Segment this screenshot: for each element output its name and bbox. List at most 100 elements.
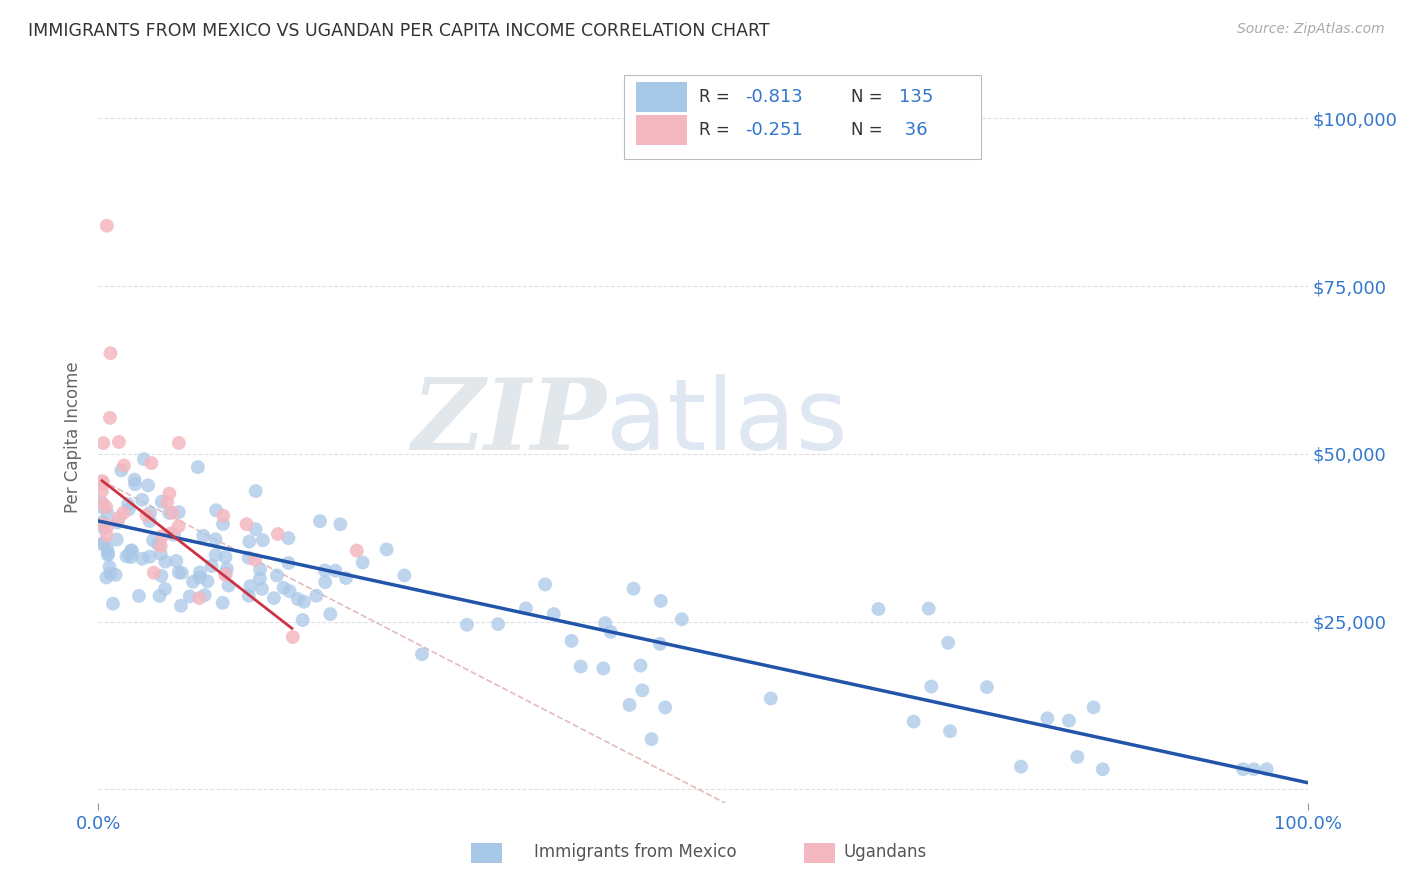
Point — [142, 533, 165, 548]
Point — [918, 601, 941, 615]
Point — [352, 556, 374, 570]
Point — [157, 506, 180, 520]
Point — [329, 517, 352, 532]
Point — [631, 683, 654, 698]
Point — [249, 572, 271, 586]
Point — [309, 514, 332, 528]
Point — [245, 522, 267, 536]
Point — [120, 550, 142, 565]
Point — [314, 563, 336, 577]
Point — [238, 534, 260, 549]
Point — [167, 566, 190, 580]
Point — [214, 550, 236, 565]
Point — [148, 589, 170, 603]
Point — [250, 582, 273, 596]
Point — [936, 636, 959, 650]
Point — [135, 508, 157, 523]
Point — [142, 566, 165, 580]
Point — [1083, 700, 1105, 714]
Point — [593, 616, 616, 631]
Point — [105, 533, 128, 547]
Text: Source: ZipAtlas.com: Source: ZipAtlas.com — [1237, 22, 1385, 37]
Point — [215, 562, 238, 576]
Point — [100, 566, 122, 581]
Point — [101, 597, 124, 611]
Point — [115, 549, 138, 564]
Point — [252, 533, 274, 548]
Point — [194, 588, 217, 602]
Point — [91, 436, 114, 450]
Point — [91, 483, 114, 498]
Text: IMMIGRANTS FROM MEXICO VS UGANDAN PER CAPITA INCOME CORRELATION CHART: IMMIGRANTS FROM MEXICO VS UGANDAN PER CA… — [28, 22, 769, 40]
Point — [120, 543, 142, 558]
Point — [619, 698, 641, 712]
Point — [167, 505, 190, 519]
Point — [319, 607, 342, 621]
Point — [277, 556, 299, 570]
Point — [160, 526, 183, 541]
Point — [187, 460, 209, 475]
Point — [1232, 762, 1254, 776]
Point — [91, 500, 114, 514]
Point — [138, 514, 160, 528]
Point — [163, 528, 186, 542]
Point — [91, 496, 114, 510]
Point — [486, 617, 509, 632]
Y-axis label: Per Capita Income: Per Capita Income — [65, 361, 83, 513]
Point — [96, 528, 118, 542]
Point — [249, 562, 271, 576]
Point — [96, 570, 118, 584]
Point — [278, 584, 301, 599]
Point — [1243, 762, 1265, 776]
Point — [121, 543, 143, 558]
Point — [112, 506, 135, 520]
Point — [179, 590, 201, 604]
Point — [411, 647, 433, 661]
Point — [188, 591, 211, 605]
Point — [569, 659, 592, 673]
Point — [91, 474, 114, 488]
Point — [939, 724, 962, 739]
Point — [193, 529, 215, 543]
Point — [96, 541, 118, 556]
Point — [170, 566, 193, 580]
Text: -0.251: -0.251 — [745, 121, 803, 139]
Point — [150, 569, 173, 583]
Point — [239, 579, 262, 593]
Point — [212, 508, 235, 523]
Point — [204, 532, 226, 546]
Point — [110, 463, 132, 477]
Point — [235, 517, 257, 532]
Point — [205, 503, 228, 517]
Point — [100, 346, 122, 360]
Point — [314, 575, 336, 590]
Text: 135: 135 — [898, 88, 934, 106]
Text: N =: N = — [851, 88, 887, 106]
Text: Ugandans: Ugandans — [844, 843, 927, 861]
Point — [1036, 711, 1059, 725]
Point — [97, 518, 120, 533]
Point — [181, 574, 204, 589]
FancyBboxPatch shape — [637, 82, 688, 112]
Point — [153, 582, 176, 596]
Point — [104, 567, 127, 582]
Point — [165, 554, 187, 568]
Point — [96, 506, 118, 520]
Point — [132, 452, 155, 467]
Point — [456, 617, 478, 632]
Point — [91, 475, 114, 490]
Point — [108, 511, 131, 525]
Point — [91, 517, 114, 532]
Point — [599, 624, 621, 639]
Point — [305, 589, 328, 603]
Point — [138, 549, 160, 564]
Point — [534, 577, 557, 591]
Point — [976, 680, 998, 694]
Point — [124, 473, 146, 487]
Point — [245, 483, 267, 498]
Point — [94, 500, 117, 514]
Point — [903, 714, 925, 729]
Point — [630, 658, 652, 673]
Point — [277, 531, 299, 545]
Point — [868, 602, 890, 616]
